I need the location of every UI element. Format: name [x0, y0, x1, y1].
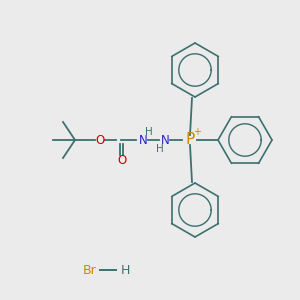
- Text: Br: Br: [83, 263, 97, 277]
- Text: N: N: [160, 134, 169, 146]
- Text: +: +: [193, 127, 201, 137]
- Text: H: H: [120, 263, 130, 277]
- Text: O: O: [95, 134, 105, 146]
- Text: P: P: [185, 133, 195, 148]
- Text: O: O: [117, 154, 126, 166]
- Text: H: H: [156, 144, 164, 154]
- Text: N: N: [139, 134, 147, 146]
- Text: H: H: [145, 127, 153, 137]
